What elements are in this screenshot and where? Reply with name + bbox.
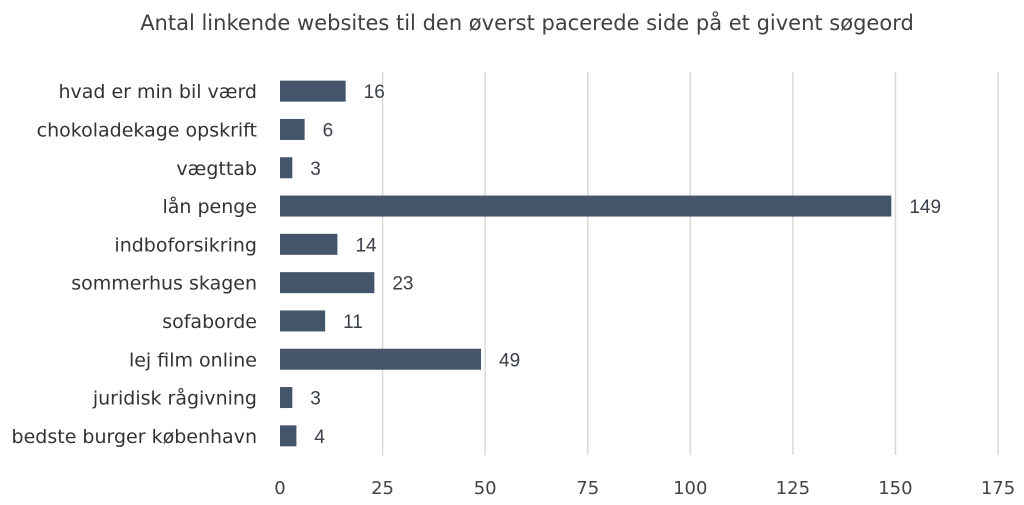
x-tick-label: 0: [274, 478, 285, 499]
category-label: hvad er min bil værd: [58, 81, 257, 103]
category-label: bedste burger københavn: [12, 426, 257, 448]
x-tick-label: 25: [371, 478, 394, 499]
category-label: vægttab: [176, 158, 257, 180]
category-label: sofaborde: [162, 311, 257, 333]
x-tick-label: 75: [576, 478, 599, 499]
category-label: indboforsikring: [114, 234, 257, 256]
category-label: sommerhus skagen: [71, 273, 257, 295]
bar: [280, 195, 892, 217]
x-tick-label: 50: [474, 478, 497, 499]
bar: [280, 157, 293, 179]
category-label: lej film online: [129, 349, 257, 371]
bar: [280, 272, 375, 294]
data-label: 16: [364, 82, 385, 103]
category-labels: hvad er min bil værd chokoladekage opskri…: [12, 81, 257, 448]
data-label: 3: [310, 159, 321, 180]
x-axis-tick-labels: 0 25 50 75 100 125 150 175: [274, 478, 1015, 499]
category-label: juridisk rågivning: [92, 387, 257, 410]
bar: [280, 387, 293, 409]
chart-title: Antal linkende websites til den øverst p…: [140, 10, 914, 35]
data-label: 6: [323, 120, 334, 141]
data-label: 4: [314, 427, 325, 448]
bar: [280, 310, 326, 332]
bar: [280, 80, 346, 102]
data-label: 49: [499, 350, 520, 371]
data-label: 3: [310, 389, 321, 410]
x-tick-label: 150: [878, 478, 912, 499]
gridlines: [381, 72, 999, 455]
category-label: chokoladekage opskrift: [37, 119, 257, 141]
bars: [280, 80, 892, 447]
x-tick-label: 125: [776, 478, 810, 499]
x-tick-label: 175: [981, 478, 1015, 499]
x-tick-label: 100: [673, 478, 707, 499]
data-label: 23: [392, 274, 413, 295]
data-label: 11: [343, 312, 363, 333]
category-label: lån penge: [162, 195, 257, 218]
bar: [280, 233, 338, 255]
data-label: 14: [355, 235, 377, 256]
bar: [280, 425, 297, 447]
bar: [280, 348, 482, 370]
data-label: 149: [909, 197, 941, 218]
bar: [280, 118, 305, 140]
